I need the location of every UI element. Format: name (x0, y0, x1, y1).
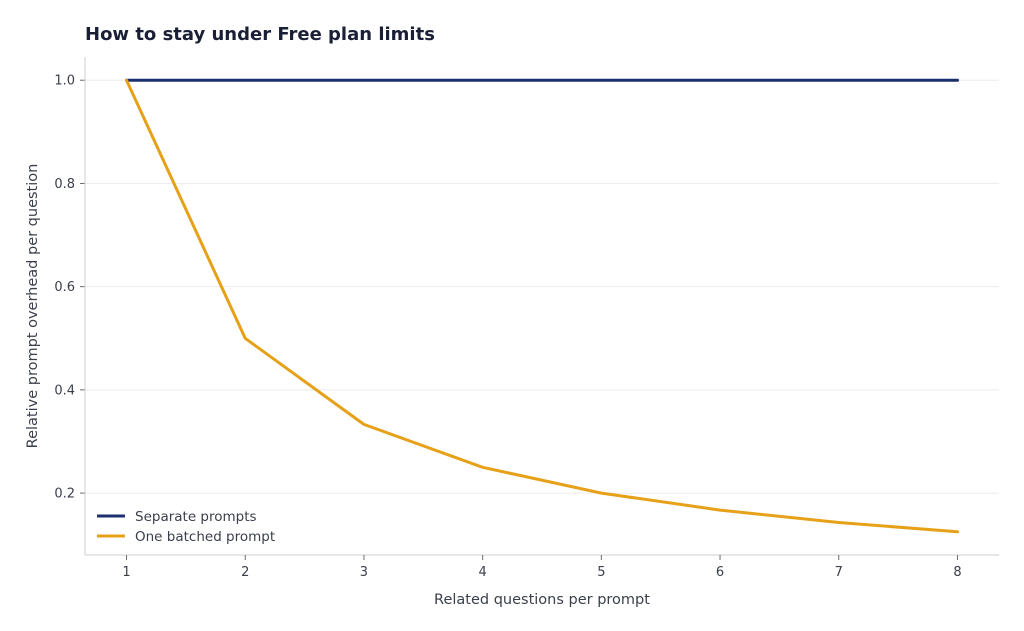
x-tick-label: 6 (716, 565, 724, 580)
chart-title: How to stay under Free plan limits (85, 24, 435, 45)
series-lines (125, 78, 959, 534)
x-tick-label: 1 (122, 565, 130, 580)
x-tick-label: 3 (360, 565, 368, 580)
legend: Separate prompts One batched prompt (97, 509, 275, 545)
y-tick-label: 0.4 (54, 383, 75, 398)
x-tick-label: 4 (479, 565, 487, 580)
x-tick-label: 8 (953, 565, 961, 580)
x-tick-label: 7 (835, 565, 843, 580)
x-tick-label: 5 (597, 565, 605, 580)
x-tick-label: 2 (241, 565, 249, 580)
x-axis-label: Related questions per prompt (434, 592, 650, 608)
series-line-one-batched-prompt (125, 78, 959, 534)
y-axis-label: Relative prompt overhead per question (25, 164, 41, 449)
y-tick-label: 0.6 (54, 280, 75, 295)
legend-label: Separate prompts (135, 509, 257, 525)
y-tick-label: 1.0 (54, 74, 75, 89)
axes: 0.2 0.4 0.6 0.8 1.0 1 2 3 4 5 6 7 8 (54, 57, 999, 580)
legend-label: One batched prompt (135, 529, 275, 545)
y-tick-label: 0.2 (54, 487, 75, 502)
y-tick-label: 0.8 (54, 177, 75, 192)
